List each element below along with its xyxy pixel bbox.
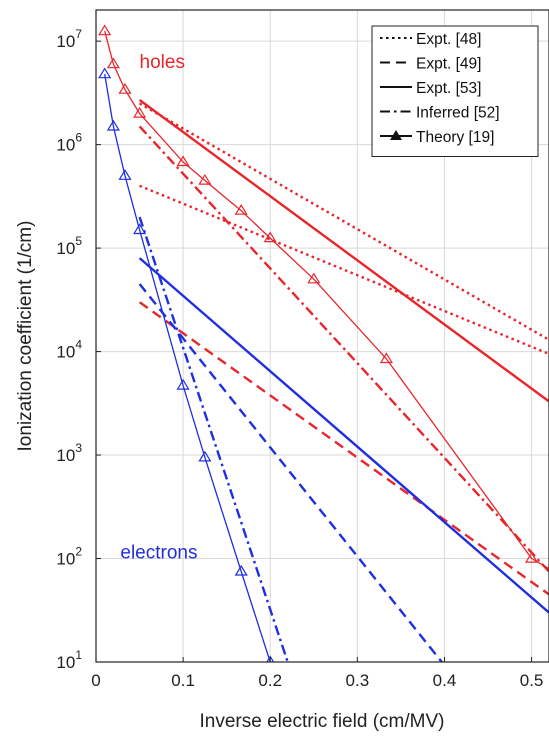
series-9-point-7 — [266, 655, 275, 662]
y-tick-label-0: 101 — [56, 648, 82, 672]
series-line-8 — [138, 216, 289, 662]
series-5-point-5 — [198, 173, 212, 185]
x-tick-label-0: 0 — [91, 671, 100, 690]
legend-box — [371, 25, 539, 157]
annotation-electrons: electrons — [120, 543, 197, 564]
series-line-2 — [138, 301, 549, 596]
x-tick-label-5: 0.5 — [520, 671, 544, 690]
x-tick-label-2: 0.2 — [258, 671, 282, 690]
legend-item-1: Expt. [49] — [380, 56, 481, 73]
series-9-point-1 — [106, 119, 120, 131]
y-tick-label-1: 102 — [56, 545, 82, 569]
legend-marker-4 — [390, 130, 402, 140]
series-5-point-10 — [525, 551, 539, 563]
series-holes-dotted-1 — [139, 184, 549, 356]
series-5-point-2 — [118, 82, 132, 94]
tick-labels: 0 0.1 0.2 0.3 0.4 0.5 101 102 103 104 105 106 107 — [56, 27, 543, 690]
series-line-5 — [104, 30, 549, 570]
series-holes-dashdot-4 — [138, 125, 549, 573]
legend-label-2: Expt. [53] — [416, 80, 481, 97]
series-9-point-3 — [133, 223, 147, 235]
series-5-point-3 — [133, 106, 147, 118]
series-line-0 — [138, 102, 549, 341]
x-tick-label-1: 0.1 — [171, 671, 195, 690]
series-holes-solid-3 — [138, 99, 549, 403]
series-holes-dashed-2 — [138, 301, 549, 596]
series-electrons-dashed-6 — [138, 283, 443, 662]
legend-label-0: Expt. [48] — [416, 31, 481, 48]
series-line-9 — [104, 73, 271, 662]
series-line-4 — [138, 125, 549, 573]
series-9-point-6 — [234, 564, 248, 576]
series-line-7 — [138, 257, 549, 614]
series-9-point-0 — [98, 67, 112, 79]
series-line-3 — [138, 99, 549, 403]
legend-label-3: Inferred [52] — [416, 105, 500, 122]
y-tick-label-3: 104 — [56, 338, 82, 362]
series-5-point-4 — [176, 155, 190, 167]
series-electrons-solid-7 — [138, 257, 549, 614]
series-5-point-9 — [379, 352, 393, 364]
x-tick-label-3: 0.3 — [346, 671, 370, 690]
series-9-point-5 — [198, 450, 212, 462]
legend-item-3: Inferred [52] — [380, 105, 500, 122]
y-tick-label-2: 103 — [56, 441, 82, 465]
y-tick-label-4: 105 — [56, 234, 82, 258]
series-electrons-dashdot-8 — [138, 216, 289, 662]
series-electrons-solid-triangle-9 — [98, 67, 275, 662]
series-5-point-0 — [98, 24, 112, 36]
y-tick-label-5: 106 — [56, 131, 82, 155]
series-5-point-6 — [234, 204, 248, 215]
y-tick-label-6: 107 — [56, 27, 82, 51]
annotation-holes: holes — [140, 52, 185, 73]
x-axis-title: Inverse electric field (cm/MV) — [200, 711, 445, 732]
legend-item-0: Expt. [48] — [380, 31, 481, 48]
series-5-point-1 — [106, 57, 120, 69]
x-tick-label-4: 0.4 — [433, 671, 457, 690]
legend: Expt. [48] Expt. [49] Expt. [53] Inferred [… — [371, 25, 539, 157]
legend-label-4: Theory [19] — [416, 129, 494, 146]
series-holes-dotted-0 — [138, 102, 549, 341]
annotations: holes electrons — [120, 52, 197, 564]
series-layer — [98, 24, 549, 662]
legend-item-4: Theory [19] — [380, 129, 494, 146]
series-5-point-8 — [307, 272, 321, 284]
series-9-point-2 — [118, 169, 132, 180]
legend-item-2: Expt. [53] — [380, 80, 481, 97]
series-holes-solid-triangle-5 — [98, 24, 549, 570]
legend-label-1: Expt. [49] — [416, 56, 481, 73]
y-axis-title: Ionization coefficient (1/cm) — [15, 221, 36, 452]
series-9-point-4 — [176, 378, 190, 390]
series-5-point-7 — [263, 231, 277, 243]
plot-frame — [95, 9, 549, 663]
series-line-6 — [138, 283, 443, 662]
series-line-1 — [139, 184, 549, 356]
